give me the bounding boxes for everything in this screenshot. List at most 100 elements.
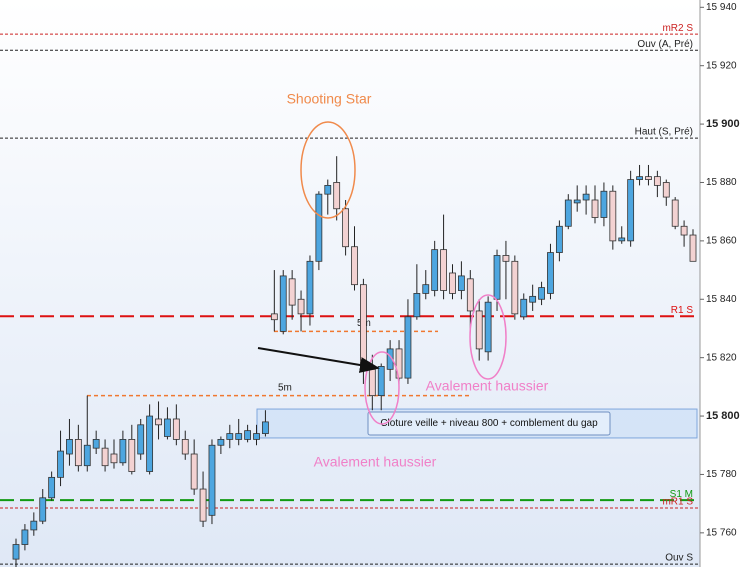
highlight-ellipse <box>469 294 507 380</box>
y-tick-label: 15 860 <box>706 236 737 247</box>
candle-body <box>386 348 394 370</box>
zone-label-box <box>367 411 611 436</box>
candle-body <box>146 415 154 472</box>
candle-body <box>119 439 127 464</box>
candle-body <box>92 439 100 449</box>
y-tick-label: 15 780 <box>706 469 737 480</box>
candle-body <box>431 249 439 291</box>
zone-label: Cloture veille + niveau 800 + comblement… <box>380 418 598 429</box>
candle-body <box>422 284 430 294</box>
candle-body <box>279 275 287 332</box>
level-label: Haut (S, Pré) <box>635 127 693 138</box>
candle-body <box>449 272 456 294</box>
arrow <box>257 347 380 373</box>
y-tick-label: 15 800 <box>706 410 740 422</box>
candle-body <box>360 284 367 370</box>
candle-body <box>110 453 118 464</box>
y-tick-label: 15 880 <box>706 177 737 188</box>
candle-body <box>324 184 332 195</box>
candle-body <box>591 199 599 218</box>
candle-body <box>306 260 314 315</box>
highlight-ellipse <box>300 121 356 219</box>
candle-body <box>262 421 269 434</box>
level-label: R1 S <box>671 305 694 316</box>
candle-body <box>21 529 29 545</box>
plot-background <box>0 0 700 567</box>
candle-body <box>680 225 688 236</box>
level-label: mR2 S <box>662 23 693 34</box>
y-tick-label: 15 940 <box>706 2 737 13</box>
candle-body <box>288 278 296 306</box>
candle-body <box>181 439 189 455</box>
candle-body <box>83 444 91 467</box>
marker-label: 5m <box>278 382 292 393</box>
candle-body <box>57 450 64 478</box>
candle-body <box>190 453 198 490</box>
candle-body <box>297 298 305 315</box>
candle-body <box>164 418 171 437</box>
candle-body <box>315 193 323 262</box>
candle-body <box>377 366 385 397</box>
candle-body <box>342 208 349 248</box>
price-axis <box>700 0 748 567</box>
candle-body <box>600 190 608 218</box>
candle-body <box>48 476 56 499</box>
candle-body <box>172 418 180 440</box>
candle-body <box>101 447 109 467</box>
y-tick-label: 15 820 <box>706 352 737 363</box>
candle-body <box>466 278 474 312</box>
candle-body <box>217 439 225 446</box>
candle-body <box>564 199 572 227</box>
candle-body <box>538 287 545 300</box>
candle-body <box>502 255 510 262</box>
candle-body <box>609 190 617 242</box>
candle-body <box>199 488 207 522</box>
candle-body <box>244 430 252 440</box>
level-label: S1 M <box>670 489 693 500</box>
candle-body <box>368 368 376 397</box>
candle-body <box>137 424 145 455</box>
candle-body <box>351 246 358 286</box>
candle-body <box>66 439 73 455</box>
annotation: Avalement haussier <box>426 378 549 394</box>
candle-body <box>547 252 554 294</box>
y-tick-label: 15 920 <box>706 60 737 71</box>
candle-body <box>627 179 635 242</box>
highlight-ellipse <box>364 351 400 425</box>
candle-body <box>413 293 421 318</box>
y-tick-label: 15 760 <box>706 527 737 538</box>
y-tick-label: 15 840 <box>706 294 737 305</box>
candle-body <box>529 295 537 303</box>
candle-body <box>128 439 136 472</box>
y-tick-label: 15 900 <box>706 118 740 130</box>
candle-body <box>689 234 697 262</box>
candle-body <box>74 439 82 467</box>
level-label: Ouv (A, Pré) <box>637 39 693 50</box>
candle-body <box>636 176 643 180</box>
candle-body <box>270 313 278 321</box>
candle-body <box>39 497 47 522</box>
candle-body <box>484 301 492 353</box>
candle-body <box>573 199 581 204</box>
candle-body <box>653 176 661 186</box>
candle-body <box>520 298 528 318</box>
candle-body <box>671 199 679 227</box>
candle-body <box>511 260 519 315</box>
candle-body <box>662 182 670 198</box>
level-label: Ouv S <box>665 553 693 564</box>
candle-body <box>440 249 447 291</box>
candle-body <box>155 418 162 426</box>
candle-body <box>30 520 38 531</box>
annotation: Avalement haussier <box>314 454 437 470</box>
candle-body <box>253 433 260 440</box>
candle-body <box>645 176 652 180</box>
candle-body <box>226 433 234 440</box>
candle-body <box>235 433 243 440</box>
candle-body <box>475 310 483 350</box>
candle-body <box>618 237 626 242</box>
level-label: mR1 S <box>662 497 693 508</box>
candle-body <box>208 444 216 516</box>
candle-body <box>555 225 563 253</box>
candle-body <box>12 544 20 560</box>
